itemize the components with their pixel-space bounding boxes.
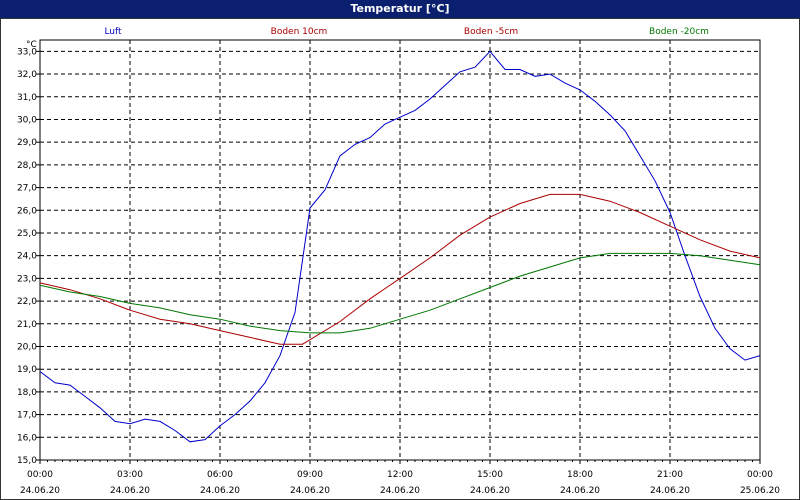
y-tick-label: 19,0 (17, 365, 37, 375)
legend-entry: Boden -20cm (649, 27, 709, 37)
x-tick-date: 24.06.20 (380, 486, 420, 496)
y-tick-label: 20,0 (17, 342, 37, 352)
y-tick-label: 16,0 (17, 433, 37, 443)
x-tick-time: 00:00 (747, 470, 773, 480)
x-tick-time: 09:00 (297, 470, 323, 480)
x-tick-date: 24.06.20 (290, 486, 330, 496)
x-tick-time: 06:00 (207, 470, 233, 480)
y-tick-label: 32,0 (17, 70, 37, 80)
x-tick-date: 24.06.20 (20, 486, 60, 496)
y-tick-label: 24,0 (17, 252, 37, 262)
series-group (39, 50, 761, 443)
y-tick-label: 25,0 (17, 229, 37, 239)
x-tick-time: 00:00 (27, 470, 53, 480)
x-tick-date: 24.06.20 (110, 486, 150, 496)
y-tick-label: 17,0 (17, 411, 37, 421)
series-line-1 (39, 193, 761, 345)
y-tick-label: 15,0 (17, 456, 37, 466)
x-tick-date: 24.06.20 (560, 486, 600, 496)
tick-labels: 15,0 16,0 17,0 18,0 19,0 20,0 21,0 22,0 23,0 24,0… (17, 47, 780, 496)
y-tick-label: 28,0 (17, 161, 37, 171)
y-tick-label: 23,0 (17, 274, 37, 284)
x-tick-time: 15:00 (477, 470, 503, 480)
y-tick-label: 29,0 (17, 138, 37, 148)
legend-entry: Boden 10cm (271, 27, 328, 37)
series-line-3 (39, 252, 761, 334)
series-line-0 (39, 50, 761, 443)
x-tick-date: 25.06.20 (740, 486, 780, 496)
chart-grid (40, 40, 760, 460)
legend-entry: Luft (104, 27, 122, 37)
x-tick-time: 21:00 (657, 470, 683, 480)
y-tick-label: 22,0 (17, 297, 37, 307)
x-tick-date: 24.06.20 (200, 486, 240, 496)
y-tick-label: 30,0 (17, 115, 37, 125)
y-tick-label: 18,0 (17, 388, 37, 398)
x-tick-date: 24.06.20 (470, 486, 510, 496)
x-tick-time: 03:00 (117, 470, 143, 480)
x-tick-time: 12:00 (387, 470, 413, 480)
y-tick-label: 21,0 (17, 320, 37, 330)
x-tick-date: 24.06.20 (650, 486, 690, 496)
chart-legend: Luft Boden 10cm Boden -5cm Boden -20cm (104, 27, 709, 37)
x-tick-time: 18:00 (567, 470, 593, 480)
y-tick-label: 33,0 (17, 47, 37, 57)
y-tick-label: 31,0 (17, 93, 37, 103)
y-unit-label: °C (26, 40, 37, 50)
chart-title: Temperatur [°C] (0, 0, 800, 18)
y-tick-label: 26,0 (17, 206, 37, 216)
y-tick-label: 27,0 (17, 184, 37, 194)
chart-axes (36, 39, 761, 464)
legend-entry: Boden -5cm (464, 27, 518, 37)
